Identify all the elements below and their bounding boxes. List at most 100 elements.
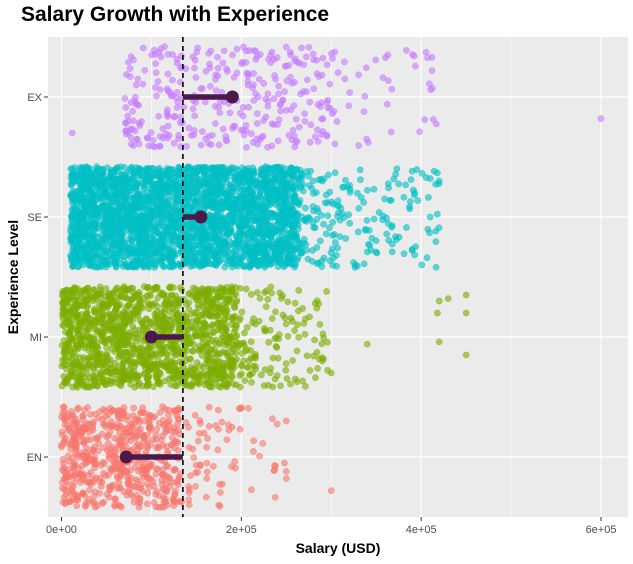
data-point <box>165 367 173 375</box>
data-point <box>295 333 303 341</box>
data-point <box>236 425 244 433</box>
data-point <box>187 310 195 318</box>
data-point <box>231 363 238 371</box>
data-point <box>240 261 248 269</box>
data-point <box>227 183 235 191</box>
data-point <box>239 186 246 194</box>
data-point <box>152 444 160 452</box>
data-point <box>139 318 147 326</box>
data-point <box>277 382 284 390</box>
data-point <box>108 408 115 415</box>
data-point <box>106 260 114 268</box>
data-point <box>93 163 101 171</box>
data-point <box>196 417 204 424</box>
data-point <box>77 205 84 213</box>
data-point <box>140 294 148 302</box>
data-point <box>292 375 299 383</box>
data-point <box>318 357 326 365</box>
data-point <box>192 469 200 477</box>
data-point <box>89 252 97 259</box>
data-point <box>100 375 107 383</box>
data-point <box>100 405 107 413</box>
data-point <box>166 284 173 291</box>
data-point <box>306 313 313 321</box>
data-point <box>90 366 98 374</box>
data-point <box>120 317 128 325</box>
data-point <box>149 414 157 421</box>
data-point <box>175 416 183 423</box>
data-point <box>74 406 81 413</box>
data-point <box>91 453 99 461</box>
data-point <box>69 288 77 296</box>
data-point <box>175 406 182 414</box>
data-point <box>248 379 255 386</box>
data-point <box>83 436 91 444</box>
data-point <box>246 240 254 248</box>
data-point <box>216 319 224 327</box>
data-point <box>217 489 224 496</box>
data-point <box>271 466 278 474</box>
data-point <box>73 304 81 312</box>
data-point <box>222 324 229 332</box>
data-point <box>301 331 309 338</box>
data-point <box>213 183 220 190</box>
data-point <box>153 425 161 433</box>
data-point <box>115 353 122 361</box>
data-point <box>173 311 181 319</box>
data-point <box>164 243 172 251</box>
data-point <box>152 470 160 478</box>
data-point <box>123 294 131 302</box>
data-point <box>232 172 239 179</box>
data-point <box>93 435 101 443</box>
data-point <box>126 317 133 324</box>
data-point <box>267 283 275 291</box>
data-point <box>143 175 150 183</box>
data-point <box>284 298 292 306</box>
data-point <box>173 197 181 205</box>
data-point <box>61 356 69 364</box>
data-point <box>87 261 95 268</box>
data-point <box>91 322 98 329</box>
data-point <box>109 444 116 451</box>
data-point <box>228 463 235 470</box>
data-point <box>133 442 140 450</box>
data-point <box>159 291 167 299</box>
data-point <box>148 245 155 252</box>
data-point <box>128 310 135 318</box>
data-point <box>106 335 113 343</box>
data-point <box>70 234 78 242</box>
data-point <box>59 298 67 306</box>
data-point <box>152 193 160 201</box>
data-point <box>79 214 87 222</box>
data-point <box>205 306 213 313</box>
data-point <box>206 312 214 320</box>
data-point <box>231 458 239 465</box>
data-point <box>70 482 77 490</box>
data-point <box>126 187 134 194</box>
data-point <box>82 503 89 510</box>
data-point <box>205 335 213 343</box>
data-point <box>103 228 111 236</box>
data-point <box>73 338 81 345</box>
data-point <box>201 324 208 332</box>
data-point <box>116 439 124 446</box>
data-point <box>66 473 74 481</box>
data-point <box>76 479 84 486</box>
data-point <box>238 212 246 220</box>
data-point <box>191 411 199 419</box>
data-point <box>221 337 229 345</box>
data-point <box>189 347 196 355</box>
data-point <box>168 441 175 449</box>
data-point <box>88 242 96 249</box>
data-point <box>175 317 182 324</box>
data-point <box>194 437 202 445</box>
data-point <box>235 316 243 324</box>
data-point <box>78 428 86 436</box>
data-point <box>71 461 79 469</box>
data-point <box>146 318 154 326</box>
data-point <box>206 211 214 219</box>
data-points <box>58 43 605 511</box>
data-point <box>175 164 182 171</box>
data-point <box>174 232 181 240</box>
data-point <box>137 303 145 310</box>
